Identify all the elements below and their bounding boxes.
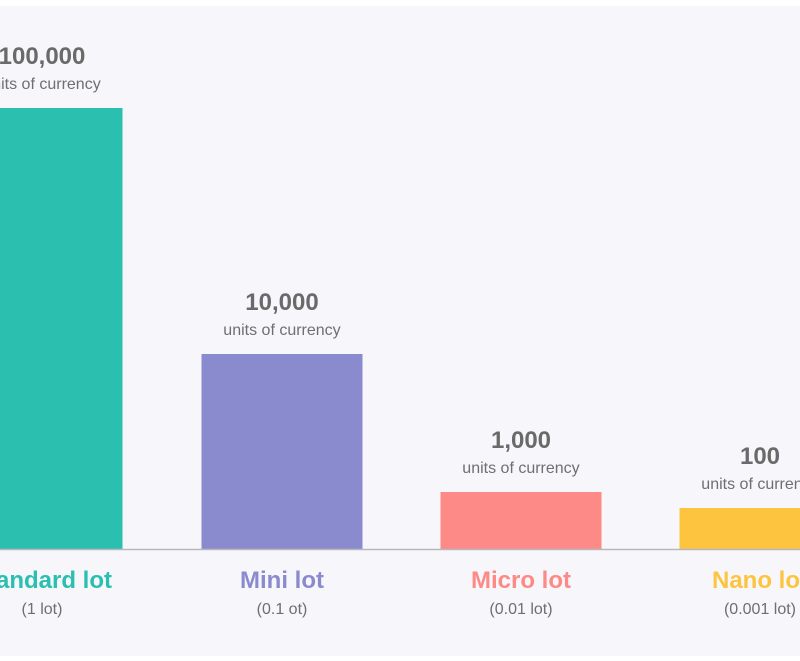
bar-0 bbox=[0, 108, 123, 549]
bar-value-label-2: 1,000 bbox=[491, 427, 551, 454]
category-label-1: Mini lot bbox=[240, 567, 324, 594]
category-label-2: Micro lot bbox=[471, 567, 571, 594]
category-sublabel-3: (0.001 lot) bbox=[724, 601, 796, 618]
lot-size-bar-chart: 100,000 units of currency Standard lot (1 l… bbox=[0, 43, 800, 618]
category-sublabel-0: (1 lot) bbox=[22, 601, 63, 618]
bar-unit-label-1: units of currency bbox=[223, 322, 340, 339]
bar-unit-label-0: units of currency bbox=[0, 76, 101, 93]
bar-1 bbox=[201, 354, 363, 549]
bar-unit-label-2: units of currency bbox=[462, 460, 579, 477]
bar-2 bbox=[440, 492, 602, 549]
bar-value-label-3: 100 bbox=[740, 443, 780, 470]
category-sublabel-1: (0.1 ot) bbox=[257, 601, 308, 618]
bar-3 bbox=[679, 508, 800, 549]
category-label-0: Standard lot bbox=[0, 567, 112, 594]
bar-unit-label-3: units of currency bbox=[701, 476, 800, 493]
category-sublabel-2: (0.01 lot) bbox=[489, 601, 552, 618]
bar-value-label-0: 100,000 bbox=[0, 43, 85, 70]
bar-value-label-1: 10,000 bbox=[245, 289, 318, 316]
category-label-3: Nano lot bbox=[712, 567, 800, 594]
chart-frame: 100,000 units of currency Standard lot (1 l… bbox=[0, 6, 800, 656]
